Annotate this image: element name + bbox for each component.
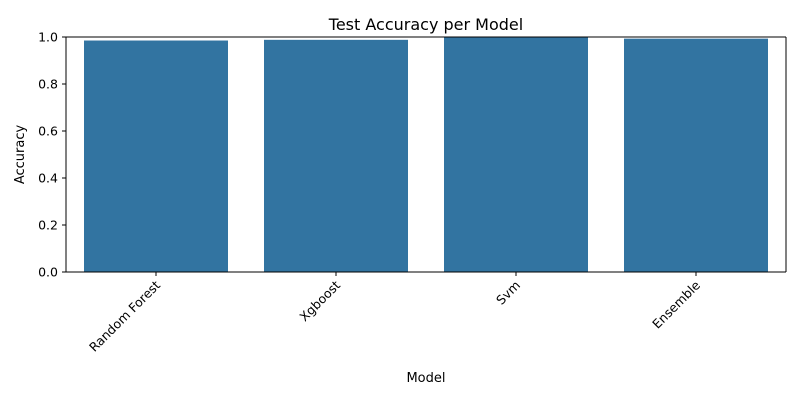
x-tick-label: Xgboost xyxy=(296,277,343,324)
y-tick-label: 0.2 xyxy=(38,218,58,233)
x-tick-label: Svm xyxy=(493,278,523,308)
bar-ensemble xyxy=(624,38,768,272)
x-tick-label: Random Forest xyxy=(86,277,163,354)
y-tick-label: 0.0 xyxy=(38,265,58,280)
x-axis-ticks: Random Forest Xgboost Svm Ensemble xyxy=(86,272,703,355)
bar-svm xyxy=(444,37,588,272)
chart-title: Test Accuracy per Model xyxy=(328,15,523,34)
y-tick-label: 1.0 xyxy=(38,30,58,45)
y-tick-label: 0.4 xyxy=(38,171,58,186)
y-tick-label: 0.6 xyxy=(38,124,58,139)
x-axis-label: Model xyxy=(406,371,445,386)
bar-random-forest xyxy=(84,40,228,273)
x-tick-label: Ensemble xyxy=(649,277,703,331)
y-axis-ticks: 0.0 0.2 0.4 0.6 0.8 1.0 xyxy=(38,30,66,280)
bars-group xyxy=(84,37,768,273)
y-axis-label: Accuracy xyxy=(13,125,28,185)
y-tick-label: 0.8 xyxy=(38,77,58,92)
bar-xgboost xyxy=(264,39,408,272)
